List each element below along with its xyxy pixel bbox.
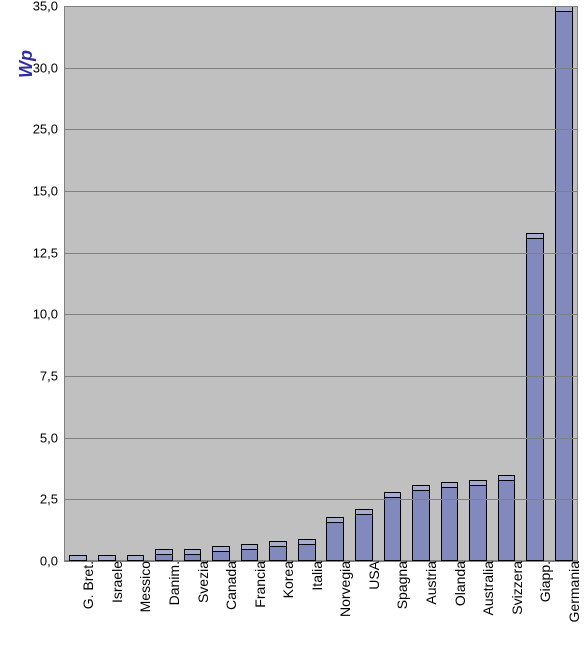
x-tick-label: G. Bret.	[74, 561, 96, 609]
bar	[184, 549, 202, 561]
x-tick-label: Danim.	[160, 561, 182, 605]
bar-top-face	[356, 510, 372, 515]
bar	[498, 475, 516, 561]
gridline	[64, 68, 578, 69]
bar	[241, 544, 259, 561]
y-tick-label: 30,0	[33, 60, 64, 75]
x-tick-label: Germania	[560, 561, 582, 622]
bar	[412, 485, 430, 561]
bar-top-face	[270, 542, 286, 547]
x-tick-label: Canada	[217, 561, 239, 610]
bar-top-face	[185, 550, 201, 555]
x-tick-label: Israele	[103, 561, 125, 603]
bar-top-face	[413, 486, 429, 491]
x-tick-label: Messico	[131, 561, 153, 612]
bar-top-face	[327, 518, 343, 523]
bar-top-face	[385, 493, 401, 498]
bar-top-face	[499, 476, 515, 481]
x-tick-label: Svezia	[189, 561, 211, 603]
y-tick-label: 15,0	[33, 184, 64, 199]
y-tick-label: 5,0	[40, 430, 64, 445]
bar	[269, 541, 287, 561]
y-tick-label: 2,5	[40, 492, 64, 507]
x-tick-label: Spagna	[388, 561, 410, 609]
bars-layer	[64, 6, 578, 561]
bar-top-face	[470, 481, 486, 486]
x-tick-label: Svizzera	[503, 561, 525, 615]
plot-area: 0,02,55,07,510,012,515,025,030,035,0G. B…	[64, 6, 578, 561]
x-tick-label: Austria	[417, 561, 439, 605]
bar	[526, 233, 544, 561]
bar	[326, 517, 344, 561]
gridline	[64, 129, 578, 130]
bar-top-face	[299, 540, 315, 545]
gridline	[64, 499, 578, 500]
bar	[469, 480, 487, 561]
bar	[212, 546, 230, 561]
y-tick-label: 12,5	[33, 245, 64, 260]
x-tick-label: Australia	[474, 561, 496, 615]
gridline	[64, 376, 578, 377]
bar	[555, 6, 573, 561]
bar-top-face	[156, 550, 172, 555]
x-tick-label: Olanda	[446, 561, 468, 606]
bar	[384, 492, 402, 561]
bar-top-face	[556, 7, 572, 12]
y-tick-label: 35,0	[33, 0, 64, 14]
y-tick-label: 10,0	[33, 307, 64, 322]
gridline	[64, 191, 578, 192]
gridline	[64, 438, 578, 439]
bar-top-face	[213, 547, 229, 552]
bar	[298, 539, 316, 561]
gridline	[64, 314, 578, 315]
bar-top-face	[527, 234, 543, 239]
x-tick-label: Norvegia	[331, 561, 353, 617]
bar	[441, 482, 459, 561]
bar-top-face	[442, 483, 458, 488]
x-tick-label: USA	[360, 561, 382, 590]
x-tick-label: Italia	[303, 561, 325, 591]
wp-bar-chart: Wp 0,02,55,07,510,012,515,025,030,035,0G…	[0, 0, 588, 657]
x-tick-label: Francia	[246, 561, 268, 608]
x-tick-label: Korea	[274, 561, 296, 598]
bar-top-face	[242, 545, 258, 550]
gridline	[64, 253, 578, 254]
bar	[355, 509, 373, 561]
x-tick-label: Giapp.	[531, 561, 553, 602]
bar	[155, 549, 173, 561]
y-tick-label: 7,5	[40, 369, 64, 384]
y-tick-label: 25,0	[33, 122, 64, 137]
y-tick-label: 0,0	[40, 554, 64, 569]
gridline	[64, 6, 578, 7]
